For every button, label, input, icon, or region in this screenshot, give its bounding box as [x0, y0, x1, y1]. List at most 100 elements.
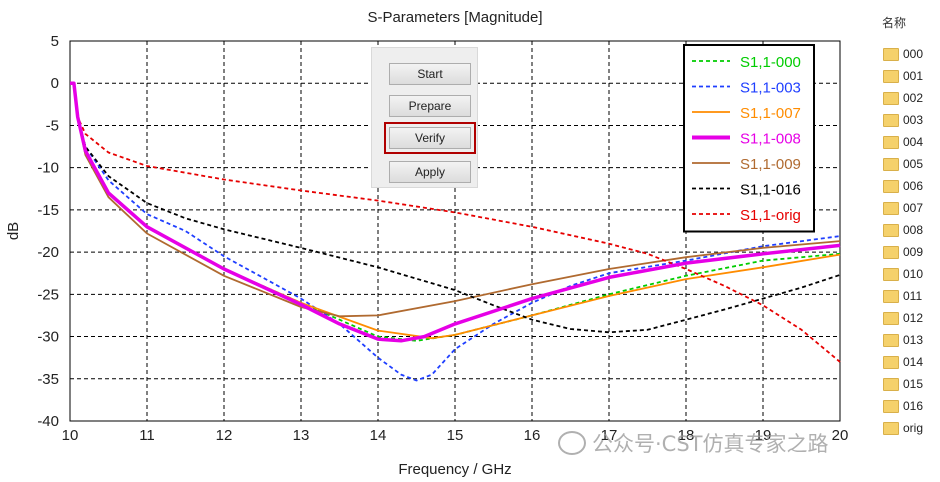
file-item[interactable]: 009: [883, 243, 923, 261]
file-item[interactable]: 011: [883, 287, 922, 305]
x-tick-label: 14: [370, 427, 387, 444]
start-button[interactable]: Start: [389, 63, 471, 85]
series-line-s1-1-003: [70, 82, 841, 382]
folder-icon: [883, 201, 899, 215]
legend: S1,1-000 S1,1-003 S1,1-007 S1,1-008 S1,1-009…: [683, 44, 815, 233]
file-item[interactable]: orig: [883, 419, 923, 437]
y-axis-ticks: 5 0 -5 -10 -15 -20 -25 -30 -35 -40: [37, 33, 59, 430]
watermark-text: 公众号·CST仿真专家之路: [592, 432, 829, 456]
file-item[interactable]: 015: [883, 375, 923, 393]
y-tick-label: -40: [37, 413, 59, 430]
folder-icon: [883, 179, 899, 193]
file-name: 005: [903, 157, 924, 171]
x-tick-label: 11: [139, 427, 155, 444]
y-axis-label: dB: [5, 222, 22, 240]
folder-icon: [883, 157, 899, 171]
x-axis-ticks: 10 11 12 13 14 15 16 17 18 19 20: [62, 427, 849, 444]
file-item[interactable]: 002: [883, 89, 923, 107]
legend-label: S1,1-009: [740, 156, 801, 173]
file-list-pane: 名称 000 001 002 003 004 005 006 007 008 009 010 011 0…: [872, 0, 940, 482]
x-axis-label: Frequency / GHz: [398, 461, 511, 478]
apply-button[interactable]: Apply: [389, 161, 471, 183]
y-tick-label: 0: [51, 75, 59, 92]
x-tick-label: 20: [832, 427, 849, 444]
file-name: orig: [903, 421, 924, 435]
file-name: 001: [903, 69, 924, 83]
series-line-s1-1-008: [70, 81, 841, 343]
x-tick-label: 16: [524, 427, 541, 444]
watermark: 公众号·CST仿真专家之路: [558, 426, 829, 460]
folder-icon: [883, 355, 899, 369]
file-item[interactable]: 006: [883, 177, 923, 195]
file-item[interactable]: 003: [883, 111, 923, 129]
file-name: 009: [903, 245, 924, 259]
legend-label: S1,1-016: [740, 182, 801, 199]
file-name: 007: [903, 201, 924, 215]
folder-icon: [883, 333, 899, 347]
file-item[interactable]: 004: [883, 133, 923, 151]
file-name: 015: [903, 377, 924, 391]
file-name: 004: [903, 135, 924, 149]
file-item[interactable]: 012: [883, 309, 923, 327]
series-line-s1-1-orig: [70, 82, 841, 363]
folder-icon: [883, 267, 899, 281]
file-name: 014: [903, 355, 924, 369]
series-group: [70, 81, 841, 382]
series-line-s1-1-000: [70, 82, 841, 342]
folder-icon: [883, 69, 899, 83]
folder-icon: [883, 245, 899, 259]
file-item[interactable]: 013: [883, 331, 923, 349]
folder-icon: [883, 289, 899, 303]
legend-label: S1,1-003: [740, 80, 801, 97]
file-name: 013: [903, 333, 924, 347]
folder-icon: [883, 399, 899, 413]
series-line-s1-1-016: [70, 82, 841, 334]
file-name: 016: [903, 399, 924, 413]
file-name: 010: [903, 267, 924, 281]
folder-icon: [883, 223, 899, 237]
x-tick-label: 17: [601, 427, 618, 444]
wechat-icon: [558, 431, 586, 455]
legend-label: S1,1-000: [740, 54, 801, 71]
prepare-button[interactable]: Prepare: [389, 95, 471, 117]
file-item[interactable]: 016: [883, 397, 923, 415]
verify-button[interactable]: Verify: [384, 122, 476, 154]
file-item[interactable]: 008: [883, 221, 923, 239]
folder-icon: [883, 91, 899, 105]
y-tick-label: -25: [37, 286, 59, 303]
file-item[interactable]: 007: [883, 199, 923, 217]
legend-label: S1,1-008: [740, 131, 801, 148]
s-parameter-chart: S-Parameters [Magnitude] 10 11 12 13 14 15 16 1…: [5, 9, 849, 478]
file-list-header[interactable]: 名称: [882, 16, 907, 30]
simulation-control-panel: Start Prepare Verify Apply: [371, 47, 478, 188]
file-name: 006: [903, 179, 924, 193]
x-tick-label: 18: [678, 427, 695, 444]
file-item[interactable]: 010: [883, 265, 923, 283]
legend-label: S1,1-orig: [740, 207, 801, 224]
file-name: 011: [903, 289, 923, 303]
file-item[interactable]: 005: [883, 155, 923, 173]
file-name: 002: [903, 91, 924, 105]
y-tick-label: 5: [51, 33, 59, 50]
folder-icon: [883, 113, 899, 127]
file-item[interactable]: 001: [883, 67, 923, 85]
file-item[interactable]: 014: [883, 353, 923, 371]
legend-label: S1,1-007: [740, 105, 801, 122]
folder-icon: [883, 135, 899, 149]
file-item[interactable]: 000: [883, 45, 923, 63]
x-tick-label: 12: [216, 427, 233, 444]
file-name: 000: [903, 47, 924, 61]
folder-icon: [883, 47, 899, 61]
y-tick-label: -10: [37, 160, 59, 177]
x-tick-label: 19: [755, 427, 772, 444]
x-tick-label: 15: [447, 427, 464, 444]
y-tick-label: -20: [37, 244, 59, 261]
y-tick-label: -30: [37, 329, 59, 346]
x-tick-label: 13: [293, 427, 310, 444]
x-tick-label: 10: [62, 427, 79, 444]
folder-icon: [883, 377, 899, 391]
chart-title: S-Parameters [Magnitude]: [367, 9, 542, 26]
folder-icon: [883, 311, 899, 325]
y-tick-label: -35: [37, 371, 59, 388]
folder-icon: [883, 421, 899, 435]
